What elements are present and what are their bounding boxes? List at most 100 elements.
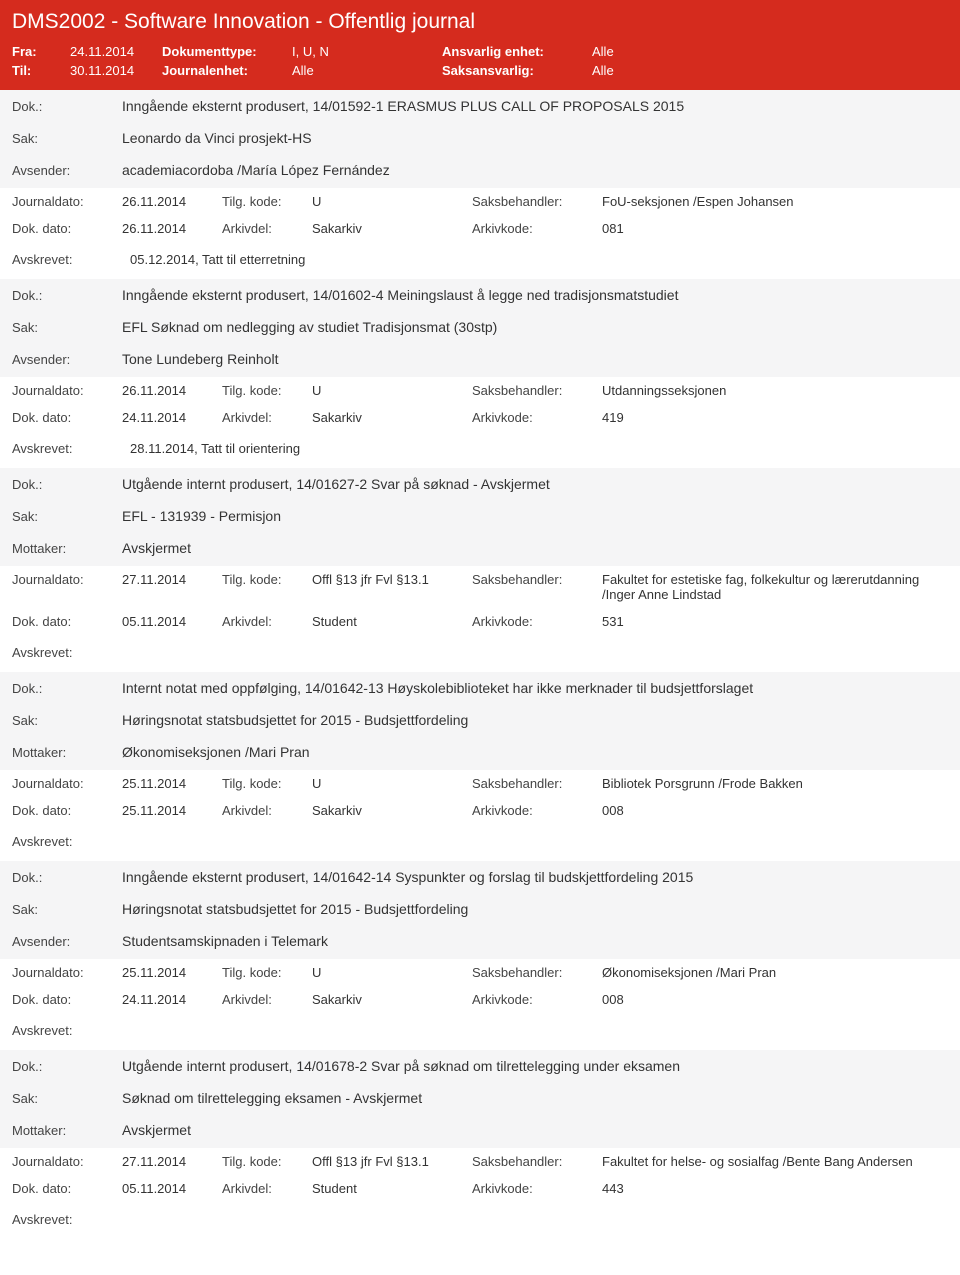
fra-value: 24.11.2014: [70, 44, 162, 59]
dok-label: Dok.:: [12, 288, 122, 303]
dok-value: Utgående internt produsert, 14/01627-2 S…: [122, 476, 948, 492]
saksbehandler-value: FoU-seksjonen /Espen Johansen: [602, 194, 948, 209]
journal-entry: Dok.: Inngående eksternt produsert, 14/0…: [0, 861, 960, 1050]
saksbehandler-label: Saksbehandler:: [472, 1154, 602, 1169]
sak-label: Sak:: [12, 320, 122, 335]
avskrevet-value: 28.11.2014, Tatt til orientering: [122, 441, 948, 456]
entries-container: Dok.: Inngående eksternt produsert, 14/0…: [0, 90, 960, 1239]
dokdato-label: Dok. dato:: [12, 221, 122, 236]
dokdato-value: 24.11.2014: [122, 992, 222, 1007]
dok-label: Dok.:: [12, 477, 122, 492]
sak-value: Høringsnotat statsbudsjettet for 2015 - …: [122, 712, 948, 728]
avskrevet-value: 05.12.2014, Tatt til etterretning: [122, 252, 948, 267]
arkivkode-label: Arkivkode:: [472, 410, 602, 425]
saksbehandler-label: Saksbehandler:: [472, 965, 602, 980]
entry-head: Dok.: Utgående internt produsert, 14/016…: [0, 468, 960, 566]
party-value: academiacordoba /María López Fernández: [122, 162, 948, 178]
saksbehandler-label: Saksbehandler:: [472, 194, 602, 209]
fra-label: Fra:: [12, 44, 70, 59]
party-value: Økonomiseksjonen /Mari Pran: [122, 744, 948, 760]
party-label: Avsender:: [12, 934, 122, 949]
arkivkode-value: 443: [602, 1181, 948, 1196]
arkivdel-value: Student: [312, 614, 472, 629]
entry-head: Dok.: Inngående eksternt produsert, 14/0…: [0, 90, 960, 188]
saksbehandler-label: Saksbehandler:: [472, 572, 602, 602]
arkivdel-label: Arkivdel:: [222, 614, 312, 629]
tilg-label: Tilg. kode:: [222, 572, 312, 602]
dok-value: Inngående eksternt produsert, 14/01602-4…: [122, 287, 948, 303]
meta-row-2: Dok. dato: 05.11.2014 Arkivdel: Student …: [0, 608, 960, 635]
party-row: Avsender: academiacordoba /María López F…: [0, 154, 960, 186]
avskrevet-row: Avskrevet:: [0, 1202, 960, 1239]
dok-row: Dok.: Inngående eksternt produsert, 14/0…: [0, 90, 960, 122]
saksansvarlig-value: Alle: [592, 63, 614, 78]
sak-row: Sak: Høringsnotat statsbudsjettet for 20…: [0, 704, 960, 736]
arkivkode-value: 419: [602, 410, 948, 425]
entry-head: Dok.: Inngående eksternt produsert, 14/0…: [0, 861, 960, 959]
party-value: Tone Lundeberg Reinholt: [122, 351, 948, 367]
arkivkode-label: Arkivkode:: [472, 992, 602, 1007]
sak-label: Sak:: [12, 713, 122, 728]
page-title: DMS2002 - Software Innovation - Offentli…: [12, 10, 944, 34]
dokdato-label: Dok. dato:: [12, 614, 122, 629]
tilg-value: Offl §13 jfr Fvl §13.1: [312, 572, 472, 602]
arkivdel-value: Sakarkiv: [312, 992, 472, 1007]
journaldato-label: Journaldato:: [12, 572, 122, 602]
avskrevet-label: Avskrevet:: [12, 1212, 122, 1227]
saksbehandler-value: Fakultet for estetiske fag, folkekultur …: [602, 572, 948, 602]
avskrevet-label: Avskrevet:: [12, 252, 122, 267]
dok-row: Dok.: Internt notat med oppfølging, 14/0…: [0, 672, 960, 704]
arkivdel-label: Arkivdel:: [222, 803, 312, 818]
meta-row-2: Dok. dato: 25.11.2014 Arkivdel: Sakarkiv…: [0, 797, 960, 824]
sak-label: Sak:: [12, 902, 122, 917]
avskrevet-value: [122, 1023, 948, 1038]
journaldato-label: Journaldato:: [12, 965, 122, 980]
arkivdel-label: Arkivdel:: [222, 410, 312, 425]
journal-entry: Dok.: Utgående internt produsert, 14/016…: [0, 1050, 960, 1239]
arkivkode-label: Arkivkode:: [472, 803, 602, 818]
meta-row-2: Dok. dato: 24.11.2014 Arkivdel: Sakarkiv…: [0, 986, 960, 1013]
arkivkode-value: 008: [602, 803, 948, 818]
saksbehandler-value: Fakultet for helse- og sosialfag /Bente …: [602, 1154, 948, 1169]
dok-label: Dok.:: [12, 1059, 122, 1074]
dok-row: Dok.: Utgående internt produsert, 14/016…: [0, 468, 960, 500]
entry-head: Dok.: Utgående internt produsert, 14/016…: [0, 1050, 960, 1148]
dok-value: Utgående internt produsert, 14/01678-2 S…: [122, 1058, 948, 1074]
journaldato-value: 26.11.2014: [122, 194, 222, 209]
journaldato-value: 27.11.2014: [122, 1154, 222, 1169]
party-row: Mottaker: Økonomiseksjonen /Mari Pran: [0, 736, 960, 768]
dok-label: Dok.:: [12, 870, 122, 885]
arkivdel-label: Arkivdel:: [222, 1181, 312, 1196]
avskrevet-label: Avskrevet:: [12, 1023, 122, 1038]
dok-row: Dok.: Utgående internt produsert, 14/016…: [0, 1050, 960, 1082]
sak-value: Høringsnotat statsbudsjettet for 2015 - …: [122, 901, 948, 917]
arkivkode-label: Arkivkode:: [472, 221, 602, 236]
sak-label: Sak:: [12, 131, 122, 146]
saksbehandler-label: Saksbehandler:: [472, 776, 602, 791]
journaldato-value: 25.11.2014: [122, 965, 222, 980]
dokdato-label: Dok. dato:: [12, 992, 122, 1007]
tilg-value: Offl §13 jfr Fvl §13.1: [312, 1154, 472, 1169]
meta-row-1: Journaldato: 26.11.2014 Tilg. kode: U Sa…: [0, 377, 960, 404]
avskrevet-row: Avskrevet: 05.12.2014, Tatt til etterret…: [0, 242, 960, 279]
meta-row-2: Dok. dato: 05.11.2014 Arkivdel: Student …: [0, 1175, 960, 1202]
avskrevet-row: Avskrevet:: [0, 1013, 960, 1050]
tilg-label: Tilg. kode:: [222, 776, 312, 791]
meta-row-1: Journaldato: 25.11.2014 Tilg. kode: U Sa…: [0, 959, 960, 986]
journaldato-value: 27.11.2014: [122, 572, 222, 602]
arkivdel-value: Sakarkiv: [312, 221, 472, 236]
arkivkode-value: 531: [602, 614, 948, 629]
dokdato-value: 25.11.2014: [122, 803, 222, 818]
sak-value: Leonardo da Vinci prosjekt-HS: [122, 130, 948, 146]
avskrevet-row: Avskrevet:: [0, 824, 960, 861]
journaldato-label: Journaldato:: [12, 776, 122, 791]
tilg-label: Tilg. kode:: [222, 383, 312, 398]
party-row: Mottaker: Avskjermet: [0, 1114, 960, 1146]
avskrevet-value: [122, 834, 948, 849]
dokdato-label: Dok. dato:: [12, 803, 122, 818]
sak-value: Søknad om tilrettelegging eksamen - Avsk…: [122, 1090, 948, 1106]
avskrevet-value: [122, 645, 948, 660]
arkivdel-label: Arkivdel:: [222, 221, 312, 236]
avskrevet-label: Avskrevet:: [12, 441, 122, 456]
saksbehandler-label: Saksbehandler:: [472, 383, 602, 398]
